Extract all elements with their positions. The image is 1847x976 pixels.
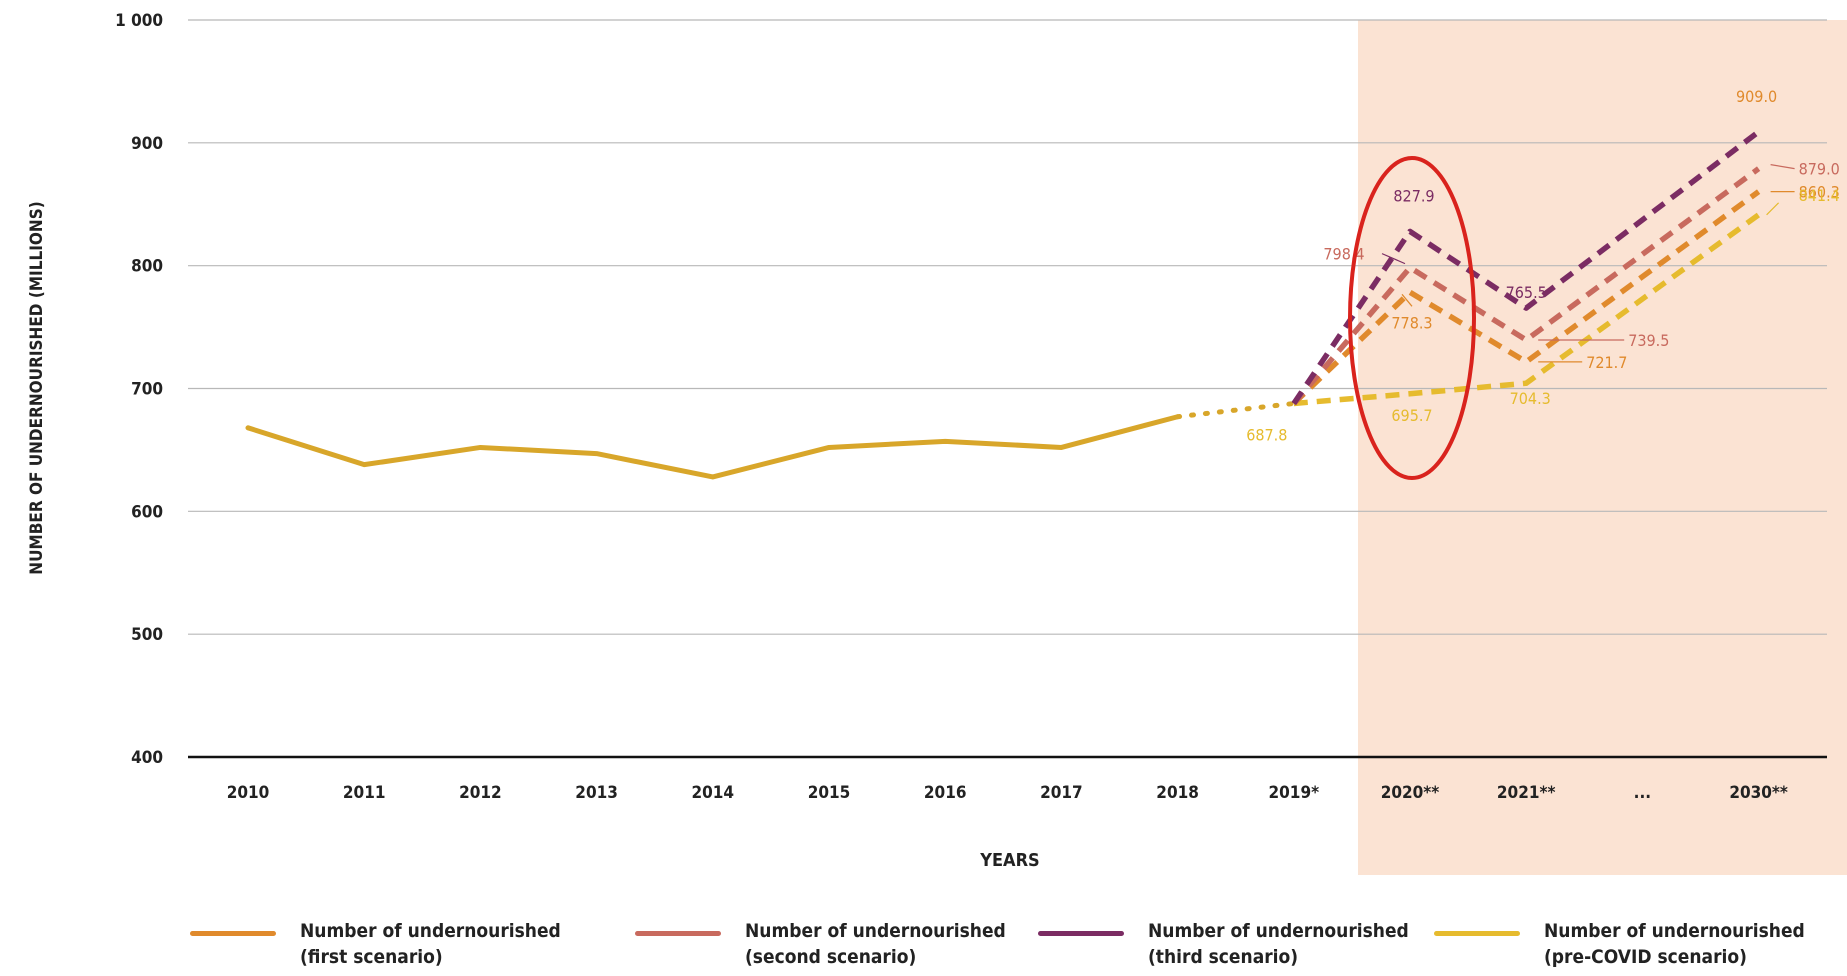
- x-tick-label: 2021**: [1497, 783, 1556, 803]
- x-tick-label: 2010: [227, 783, 270, 803]
- legend-swatch-first: [190, 931, 276, 936]
- x-tick-label: 2020**: [1381, 783, 1440, 803]
- data-label: 704.3: [1510, 389, 1551, 408]
- data-label: 841.4: [1799, 186, 1840, 205]
- label-leader-line: [1770, 164, 1795, 170]
- legend-label-third: Number of undernourished (third scenario…: [1148, 918, 1428, 970]
- legend-label-line2: (first scenario): [300, 946, 443, 968]
- x-tick-label: 2014: [692, 783, 735, 803]
- y-tick-label: 1 000: [115, 11, 163, 31]
- historical-line: [245, 414, 1181, 480]
- legend-item-third: Number of undernourished (third scenario…: [1038, 918, 1428, 970]
- label-leader-line: [1766, 202, 1780, 216]
- legend-item-first: Number of undernourished (first scenario…: [190, 918, 580, 970]
- legend-label-line1: Number of undernourished: [1544, 920, 1805, 942]
- highlight-ellipse: [1348, 156, 1476, 480]
- legend-label-second: Number of undernourished (second scenari…: [745, 918, 1025, 970]
- x-axis-title: YEARS: [979, 850, 1039, 871]
- y-axis-ticks: 400 500 600 700 800 900 1 000: [115, 11, 163, 768]
- legend-swatch-second: [635, 931, 721, 936]
- data-label: 721.7: [1586, 353, 1627, 372]
- x-axis-ticks: 2010 2011 2012 2013 2014 2015 2016 2017 2018 2019…: [227, 783, 1788, 803]
- data-label: 695.7: [1391, 406, 1432, 425]
- y-tick-label: 900: [131, 134, 163, 154]
- y-tick-label: 800: [131, 257, 163, 277]
- legend-label-line1: Number of undernourished: [1148, 920, 1409, 942]
- data-label: 860.3: [1799, 183, 1840, 202]
- second-scenario-line: [1291, 166, 1761, 406]
- data-label: 798.4: [1323, 245, 1364, 264]
- legend-label-line2: (third scenario): [1148, 946, 1299, 968]
- x-tick-label: 2019*: [1269, 783, 1320, 803]
- y-tick-label: 600: [131, 502, 163, 522]
- connector-2018-2019: [1175, 400, 1297, 420]
- label-leader-line: [1381, 253, 1406, 265]
- legend-item-pre-covid: Number of undernourished (pre-COVID scen…: [1434, 918, 1824, 970]
- gridlines: [188, 19, 1827, 759]
- x-tick-label: 2017: [1040, 783, 1083, 803]
- x-tick-label: 2013: [575, 783, 618, 803]
- y-tick-label: 400: [131, 748, 163, 768]
- legend-label-line1: Number of undernourished: [300, 920, 561, 942]
- data-label: 765.5: [1506, 283, 1547, 302]
- legend-label-first: Number of undernourished (first scenario…: [300, 918, 580, 970]
- label-leader-line: [1401, 293, 1413, 307]
- y-tick-label: 700: [131, 380, 163, 400]
- data-labels: 687.8 695.7 704.3 778.3 798.4 827.9 765.5 739.5…: [1246, 87, 1840, 445]
- y-tick-label: 500: [131, 625, 163, 645]
- data-label: 879.0: [1799, 160, 1840, 179]
- data-label: 687.8: [1246, 425, 1287, 444]
- legend-item-second: Number of undernourished (second scenari…: [635, 918, 1025, 970]
- data-label: 909.0: [1736, 87, 1777, 106]
- data-label: 778.3: [1391, 313, 1432, 332]
- legend-label-line2: (second scenario): [745, 946, 917, 968]
- legend-swatch-third: [1038, 931, 1124, 936]
- x-tick-label: 2018: [1156, 783, 1199, 803]
- y-axis-title: NUMBER OF UNDERNOURISHED (MILLIONS): [27, 201, 47, 574]
- x-tick-label: ...: [1634, 783, 1651, 803]
- legend-swatch-pre-covid: [1434, 931, 1520, 936]
- x-tick-label: 2016: [924, 783, 967, 803]
- x-tick-label: 2012: [459, 783, 502, 803]
- projection-shaded-region: [1358, 20, 1847, 875]
- legend-label-line2: (pre-COVID scenario): [1544, 946, 1747, 968]
- x-tick-label: 2015: [808, 783, 851, 803]
- data-label: 827.9: [1393, 186, 1434, 205]
- legend-label-pre-covid: Number of undernourished (pre-COVID scen…: [1544, 918, 1824, 970]
- legend-label-line1: Number of undernourished: [745, 920, 1006, 942]
- data-label: 739.5: [1628, 331, 1669, 350]
- x-tick-label: 2030**: [1729, 783, 1788, 803]
- legend: Number of undernourished (first scenario…: [190, 918, 1840, 974]
- x-tick-label: 2011: [343, 783, 386, 803]
